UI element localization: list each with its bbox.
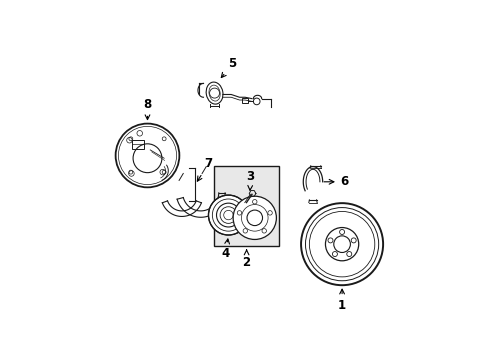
Text: 4: 4 bbox=[221, 239, 229, 260]
Bar bbox=[214, 166, 279, 246]
Text: 6: 6 bbox=[324, 175, 348, 188]
Text: 3: 3 bbox=[246, 170, 254, 190]
Circle shape bbox=[327, 238, 332, 243]
Text: 8: 8 bbox=[143, 98, 151, 120]
Circle shape bbox=[267, 211, 272, 215]
Circle shape bbox=[243, 229, 247, 233]
Text: 2: 2 bbox=[242, 250, 250, 269]
Circle shape bbox=[208, 195, 248, 235]
Text: 1: 1 bbox=[337, 289, 346, 312]
Text: 7: 7 bbox=[197, 157, 212, 181]
Circle shape bbox=[333, 236, 350, 252]
Circle shape bbox=[350, 238, 355, 243]
Circle shape bbox=[262, 229, 266, 233]
Circle shape bbox=[237, 211, 241, 215]
Circle shape bbox=[246, 210, 262, 226]
Circle shape bbox=[332, 252, 337, 257]
Circle shape bbox=[233, 196, 276, 239]
Circle shape bbox=[252, 199, 257, 204]
Circle shape bbox=[346, 252, 351, 257]
Circle shape bbox=[115, 123, 179, 187]
Circle shape bbox=[339, 229, 344, 234]
Bar bbox=[242, 98, 248, 103]
Text: 5: 5 bbox=[221, 58, 236, 77]
Bar bbox=[132, 140, 143, 149]
